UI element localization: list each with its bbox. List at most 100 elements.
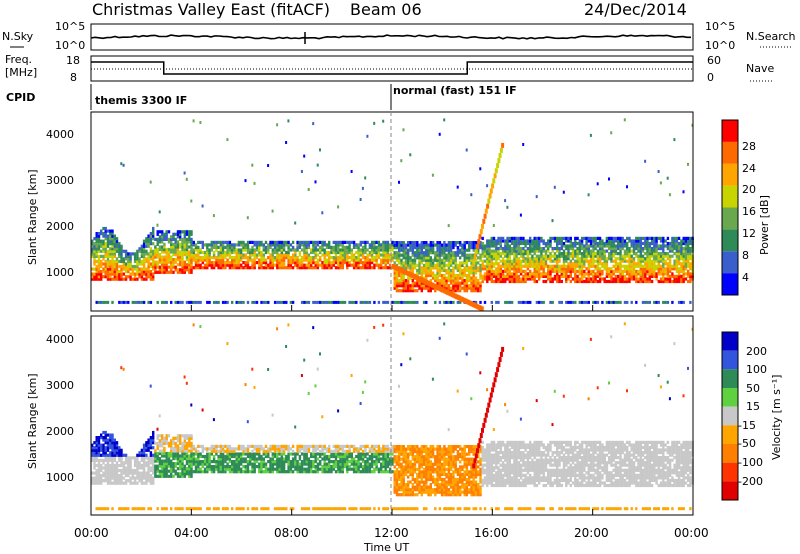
power-cell — [687, 272, 690, 276]
power-cell — [668, 264, 672, 268]
power-cell — [382, 245, 385, 249]
power-cell — [449, 279, 453, 283]
power-cell — [389, 258, 392, 262]
power-cell — [474, 300, 478, 304]
power-cell — [341, 256, 344, 260]
power-cell — [538, 241, 541, 246]
power-cell — [675, 267, 679, 271]
power-cell — [578, 247, 581, 251]
velocity-cell — [113, 463, 116, 468]
power-cell — [578, 264, 581, 268]
power-cell — [447, 263, 451, 267]
power-cell — [174, 260, 177, 264]
power-cell — [215, 248, 218, 252]
power-cell — [264, 248, 268, 252]
power-cell — [614, 279, 618, 284]
power-cell — [183, 265, 186, 269]
power-cell — [404, 266, 408, 270]
power-cell — [474, 258, 478, 262]
power-cell — [461, 246, 464, 250]
power-cell — [305, 245, 308, 249]
power-cell — [436, 248, 439, 252]
power-cell — [481, 267, 484, 271]
power-cell — [558, 300, 561, 304]
power-cell — [592, 241, 595, 246]
power-cell — [682, 262, 685, 266]
power-cell — [556, 264, 559, 268]
velocity-cell — [190, 403, 193, 407]
power-cell — [258, 245, 261, 249]
power-cell — [158, 235, 162, 239]
velocity-cell — [154, 469, 157, 473]
power-cell — [519, 262, 523, 266]
velocity-cell — [192, 454, 195, 459]
power-cell — [142, 242, 146, 246]
power-cell — [389, 263, 392, 267]
power-cell — [666, 267, 670, 271]
velocity-cell — [149, 446, 153, 450]
velocity-cell — [278, 467, 281, 471]
power-cell — [635, 264, 638, 268]
velocity-cell — [242, 470, 245, 474]
power-cell — [346, 248, 349, 252]
velocity-cell — [154, 457, 157, 461]
velocity-cell — [298, 462, 302, 466]
power-cell — [330, 245, 333, 249]
power-cell — [109, 275, 112, 279]
power-cell — [653, 254, 656, 258]
power-cell — [531, 241, 534, 246]
velocity-cell — [296, 467, 299, 471]
power-cell — [610, 249, 613, 253]
power-cell — [580, 272, 584, 276]
power-cell — [323, 266, 326, 270]
power-cell — [145, 237, 148, 241]
power-cell — [102, 270, 105, 274]
power-cell — [639, 249, 642, 253]
power-cell — [400, 258, 403, 262]
power-cell — [273, 263, 277, 267]
velocity-cell — [163, 449, 166, 453]
power-cell — [136, 262, 139, 266]
velocity-cell — [154, 474, 157, 478]
velocity-cell — [111, 481, 114, 485]
freq-line — [91, 61, 693, 75]
velocity-cell — [163, 459, 166, 463]
power-cell — [176, 235, 180, 239]
power-cell — [294, 261, 297, 265]
power-cell — [517, 269, 521, 273]
power-cell — [434, 266, 437, 270]
freq-panel: Freq. [MHz] 18 8 60 0 Nave — [5, 53, 774, 84]
power-cell — [574, 269, 577, 273]
power-cell — [425, 266, 428, 270]
power-cell — [664, 267, 667, 271]
velocity-cell — [97, 461, 101, 465]
power-cell — [147, 272, 150, 276]
power-cell — [328, 256, 331, 260]
power-cell — [589, 244, 593, 248]
power-cell — [199, 266, 202, 270]
power-cell — [535, 279, 539, 284]
power-cell — [271, 258, 274, 262]
power-cell — [610, 277, 613, 281]
velocity-cell — [113, 443, 116, 447]
power-cell — [680, 279, 683, 284]
velocity-cell — [111, 476, 114, 480]
velocity-cell — [262, 470, 265, 474]
velocity-cell — [273, 449, 277, 453]
velocity-cell — [271, 462, 274, 466]
power-cell — [628, 277, 631, 281]
power-cell — [687, 236, 690, 240]
power-cell — [375, 245, 378, 249]
power-cell — [165, 232, 168, 236]
power-cell — [587, 267, 590, 271]
power-cell — [436, 246, 439, 250]
power-cell — [533, 267, 536, 271]
power-cell — [425, 248, 428, 252]
power-cell — [664, 269, 667, 273]
power-cell — [668, 193, 671, 197]
power-cell — [576, 277, 579, 281]
power-cell — [619, 262, 622, 266]
velocity-cell — [183, 464, 186, 468]
power-cell — [197, 253, 200, 257]
power-cell — [303, 266, 306, 270]
